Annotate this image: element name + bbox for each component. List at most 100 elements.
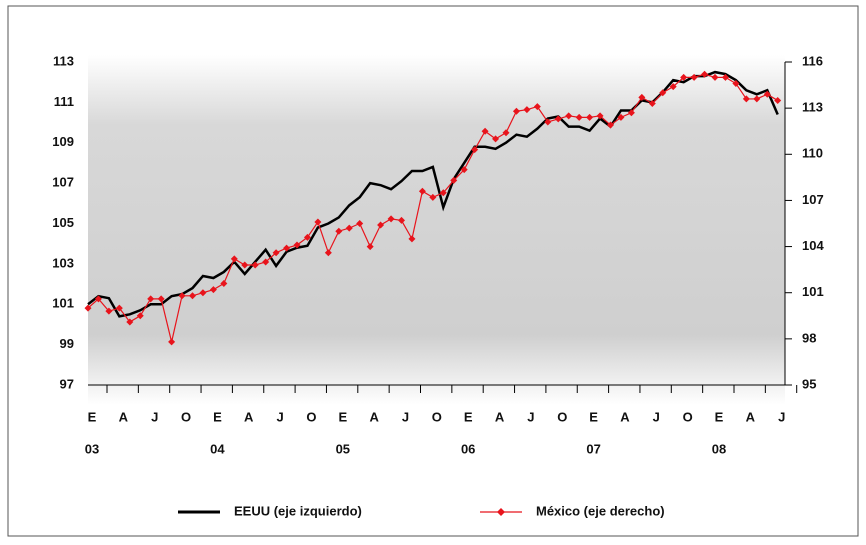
x-tick-label: J — [276, 409, 283, 424]
series-marker — [544, 118, 552, 126]
y2-tick-label: 107 — [802, 192, 824, 207]
year-label: 07 — [586, 441, 600, 456]
y2-tick-label: 101 — [802, 284, 824, 299]
x-tick-label: A — [495, 409, 505, 424]
series-marker — [387, 215, 395, 223]
series-marker — [502, 129, 510, 137]
series-marker — [283, 244, 291, 252]
series-marker — [471, 146, 479, 154]
y-tick-label: 113 — [53, 53, 74, 68]
series-marker — [711, 73, 719, 81]
series-marker — [324, 249, 332, 257]
x-tick-label: J — [653, 409, 660, 424]
series-marker — [669, 83, 677, 91]
series-marker — [366, 243, 374, 251]
series-marker — [209, 286, 217, 294]
series-marker — [512, 107, 520, 115]
series-marker — [638, 93, 646, 101]
x-tick-label: A — [369, 409, 379, 424]
series-marker — [659, 89, 667, 97]
series-marker — [147, 295, 155, 303]
series-marker — [596, 112, 604, 120]
series-marker — [565, 112, 573, 120]
series-marker — [429, 193, 437, 201]
x-tick-label: A — [620, 409, 630, 424]
y-tick-label: 107 — [52, 175, 74, 190]
series-marker — [742, 95, 750, 103]
x-tick-label: J — [527, 409, 534, 424]
y-tick-label: 99 — [60, 336, 74, 351]
series-marker — [398, 216, 405, 224]
x-tick-label: A — [746, 409, 756, 424]
series-marker — [533, 103, 541, 111]
series-marker — [241, 261, 249, 269]
series-marker — [356, 220, 364, 227]
series-marker — [554, 115, 562, 123]
year-label: 04 — [210, 441, 225, 456]
series-marker — [94, 295, 102, 303]
series-marker — [617, 113, 625, 121]
y-tick-label: 111 — [54, 94, 74, 109]
x-tick-label: A — [244, 409, 254, 424]
x-tick-label: E — [338, 409, 347, 424]
y-tick-label: 97 — [60, 376, 74, 391]
series-marker — [314, 218, 322, 226]
y-tick-label: 105 — [52, 215, 74, 230]
x-tick-label: O — [683, 409, 693, 424]
series-marker — [157, 295, 165, 303]
series-marker — [732, 80, 740, 88]
series-marker — [680, 73, 688, 81]
series-marker — [303, 233, 311, 241]
series-marker — [230, 255, 238, 263]
y2-tick-label: 98 — [802, 330, 816, 345]
year-label: 08 — [712, 441, 726, 456]
series-marker — [189, 292, 196, 300]
series-marker — [721, 73, 729, 81]
legend-marker — [497, 508, 505, 516]
x-tick-label: O — [432, 409, 442, 424]
series-marker — [408, 235, 416, 243]
series-marker — [293, 241, 301, 249]
series-marker — [220, 279, 228, 287]
series-marker — [251, 261, 259, 269]
series-marker — [262, 258, 270, 266]
series-marker — [648, 100, 656, 108]
series-marker — [136, 312, 144, 320]
series-marker — [199, 289, 207, 297]
year-label: 05 — [336, 441, 350, 456]
y-tick-label: 103 — [52, 255, 74, 270]
x-tick-label: E — [715, 409, 724, 424]
series-marker — [690, 73, 698, 81]
y2-tick-label: 104 — [802, 238, 824, 253]
series-marker — [627, 109, 635, 117]
series-marker — [272, 249, 280, 257]
series-marker — [84, 304, 92, 312]
series-marker — [774, 96, 782, 104]
series-marker — [178, 292, 186, 300]
frame — [7, 5, 859, 537]
legend-label: EEUU (eje izquierdo) — [234, 503, 362, 518]
year-label: 06 — [461, 441, 475, 456]
plot-background — [88, 55, 785, 405]
x-tick-label: E — [213, 409, 222, 424]
series-marker — [586, 113, 594, 121]
series-marker — [763, 90, 771, 98]
x-tick-label: J — [778, 409, 785, 424]
x-tick-label: E — [88, 409, 97, 424]
series-marker — [523, 106, 531, 114]
series-marker — [460, 166, 468, 174]
series-marker — [575, 113, 583, 121]
x-tick-label: O — [181, 409, 191, 424]
x-tick-label: A — [119, 409, 129, 424]
series-marker — [481, 127, 489, 135]
x-tick-label: O — [306, 409, 316, 424]
year-label: 03 — [85, 441, 99, 456]
series-marker — [701, 70, 709, 78]
series-marker — [450, 176, 458, 184]
x-tick-label: J — [151, 409, 158, 424]
y-tick-label: 101 — [52, 296, 74, 311]
series-marker — [335, 227, 343, 235]
legend-label: México (eje derecho) — [536, 503, 665, 518]
